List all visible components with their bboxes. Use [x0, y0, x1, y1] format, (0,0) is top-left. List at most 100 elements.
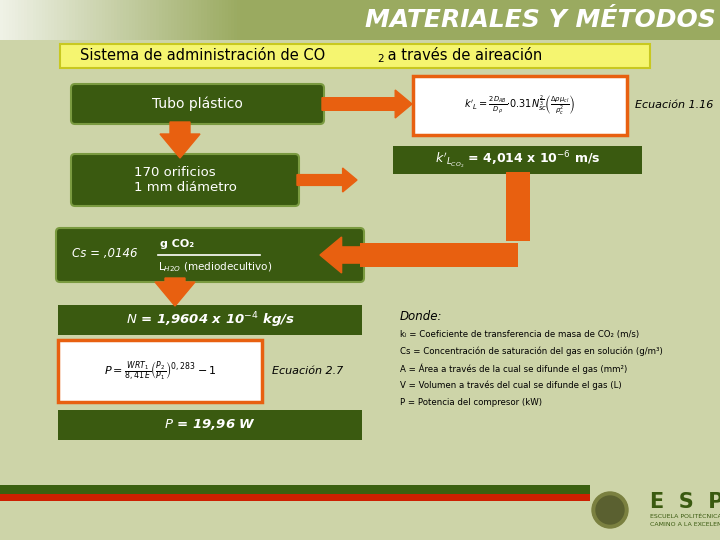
FancyBboxPatch shape — [117, 0, 120, 40]
FancyBboxPatch shape — [195, 0, 198, 40]
FancyBboxPatch shape — [9, 0, 12, 40]
Text: MATERIALES Y MÉTODOS: MATERIALES Y MÉTODOS — [364, 8, 716, 32]
Polygon shape — [320, 237, 362, 273]
Text: $P$ = 19,96 W: $P$ = 19,96 W — [164, 417, 256, 433]
FancyBboxPatch shape — [102, 0, 105, 40]
FancyBboxPatch shape — [505, 172, 529, 241]
Text: $k'_L{=}\frac{2D_{AB}}{D_\rho}{\cdot}0.31N_{sc}^{\frac{2}{3}}\!\left(\frac{\Delt: $k'_L{=}\frac{2D_{AB}}{D_\rho}{\cdot}0.3… — [464, 93, 576, 117]
Text: Ecuación 2.7: Ecuación 2.7 — [272, 366, 343, 376]
FancyBboxPatch shape — [147, 0, 150, 40]
Text: Donde:: Donde: — [400, 310, 443, 323]
FancyBboxPatch shape — [63, 0, 66, 40]
Text: E  S  P  E: E S P E — [650, 492, 720, 512]
FancyBboxPatch shape — [183, 0, 186, 40]
FancyBboxPatch shape — [72, 0, 75, 40]
FancyBboxPatch shape — [36, 0, 39, 40]
FancyBboxPatch shape — [99, 0, 102, 40]
Text: $k'_{L_{CO_2}}$ = 4,014 x 10$^{-6}$ m/s: $k'_{L_{CO_2}}$ = 4,014 x 10$^{-6}$ m/s — [435, 150, 600, 171]
Text: Cs = Concentración de saturación del gas en solución (g/m³): Cs = Concentración de saturación del gas… — [400, 347, 662, 356]
Text: $N$ = 1,9604 x 10$^{-4}$ kg/s: $N$ = 1,9604 x 10$^{-4}$ kg/s — [125, 310, 294, 330]
FancyBboxPatch shape — [198, 0, 201, 40]
FancyBboxPatch shape — [219, 0, 222, 40]
FancyBboxPatch shape — [24, 0, 27, 40]
FancyBboxPatch shape — [93, 0, 96, 40]
FancyBboxPatch shape — [144, 0, 147, 40]
Text: Ecuación 1.16: Ecuación 1.16 — [635, 100, 714, 111]
FancyBboxPatch shape — [18, 0, 21, 40]
FancyBboxPatch shape — [135, 0, 138, 40]
FancyBboxPatch shape — [48, 0, 51, 40]
FancyBboxPatch shape — [60, 44, 650, 68]
FancyBboxPatch shape — [413, 76, 627, 135]
FancyBboxPatch shape — [84, 0, 87, 40]
FancyBboxPatch shape — [0, 494, 590, 501]
FancyBboxPatch shape — [156, 0, 159, 40]
FancyBboxPatch shape — [222, 0, 225, 40]
Text: kₗ = Coeficiente de transferencia de masa de CO₂ (m/s): kₗ = Coeficiente de transferencia de mas… — [400, 330, 639, 339]
FancyBboxPatch shape — [81, 0, 84, 40]
FancyBboxPatch shape — [0, 0, 720, 40]
FancyBboxPatch shape — [225, 0, 228, 40]
FancyBboxPatch shape — [90, 0, 93, 40]
FancyBboxPatch shape — [159, 0, 162, 40]
Text: 2: 2 — [377, 54, 384, 64]
Text: Sistema de administración de CO: Sistema de administración de CO — [80, 49, 325, 64]
FancyBboxPatch shape — [216, 0, 219, 40]
FancyBboxPatch shape — [165, 0, 168, 40]
Text: $P=\frac{WRT_1}{8,41\,E}\left(\frac{P_2}{P_1}\right)^{0,283}-1$: $P=\frac{WRT_1}{8,41\,E}\left(\frac{P_2}… — [104, 360, 217, 383]
FancyBboxPatch shape — [180, 0, 183, 40]
Polygon shape — [297, 168, 357, 192]
Text: P = Potencia del compresor (kW): P = Potencia del compresor (kW) — [400, 398, 542, 407]
FancyBboxPatch shape — [189, 0, 192, 40]
Text: ESCUELA POLITÉCNICA DEL EJÉRCITO: ESCUELA POLITÉCNICA DEL EJÉRCITO — [650, 513, 720, 519]
FancyBboxPatch shape — [204, 0, 207, 40]
FancyBboxPatch shape — [0, 0, 3, 40]
Polygon shape — [322, 90, 412, 118]
FancyBboxPatch shape — [177, 0, 180, 40]
FancyBboxPatch shape — [138, 0, 141, 40]
Text: CAMINO A LA EXCELENCIA: CAMINO A LA EXCELENCIA — [650, 522, 720, 526]
FancyBboxPatch shape — [201, 0, 204, 40]
Circle shape — [592, 492, 628, 528]
FancyBboxPatch shape — [96, 0, 99, 40]
FancyBboxPatch shape — [393, 146, 642, 174]
FancyBboxPatch shape — [210, 0, 213, 40]
FancyBboxPatch shape — [141, 0, 144, 40]
FancyBboxPatch shape — [114, 0, 117, 40]
FancyBboxPatch shape — [192, 0, 195, 40]
FancyBboxPatch shape — [123, 0, 126, 40]
FancyBboxPatch shape — [57, 0, 60, 40]
Text: A = Área a través de la cual se difunde el gas (mm²): A = Área a través de la cual se difunde … — [400, 364, 627, 375]
Polygon shape — [155, 278, 195, 306]
FancyBboxPatch shape — [15, 0, 18, 40]
Text: Tubo plástico: Tubo plástico — [152, 97, 243, 111]
FancyBboxPatch shape — [207, 0, 210, 40]
Polygon shape — [160, 122, 200, 158]
FancyBboxPatch shape — [75, 0, 78, 40]
Text: 170 orificios
1 mm diámetro: 170 orificios 1 mm diámetro — [134, 166, 236, 194]
FancyBboxPatch shape — [58, 340, 262, 402]
FancyBboxPatch shape — [0, 485, 590, 494]
FancyBboxPatch shape — [126, 0, 129, 40]
Text: g CO₂: g CO₂ — [160, 239, 194, 249]
FancyBboxPatch shape — [66, 0, 69, 40]
FancyBboxPatch shape — [69, 0, 72, 40]
FancyBboxPatch shape — [186, 0, 189, 40]
FancyBboxPatch shape — [51, 0, 54, 40]
FancyBboxPatch shape — [213, 0, 216, 40]
FancyBboxPatch shape — [21, 0, 24, 40]
FancyBboxPatch shape — [87, 0, 90, 40]
FancyBboxPatch shape — [30, 0, 33, 40]
FancyBboxPatch shape — [33, 0, 36, 40]
FancyBboxPatch shape — [58, 305, 362, 335]
Text: L$_{H2O}$ (mediodecultivo): L$_{H2O}$ (mediodecultivo) — [158, 260, 272, 274]
FancyBboxPatch shape — [162, 0, 165, 40]
FancyBboxPatch shape — [129, 0, 132, 40]
FancyBboxPatch shape — [105, 0, 108, 40]
FancyBboxPatch shape — [27, 0, 30, 40]
FancyBboxPatch shape — [120, 0, 123, 40]
FancyBboxPatch shape — [150, 0, 153, 40]
FancyBboxPatch shape — [111, 0, 114, 40]
FancyBboxPatch shape — [56, 228, 364, 282]
FancyBboxPatch shape — [45, 0, 48, 40]
